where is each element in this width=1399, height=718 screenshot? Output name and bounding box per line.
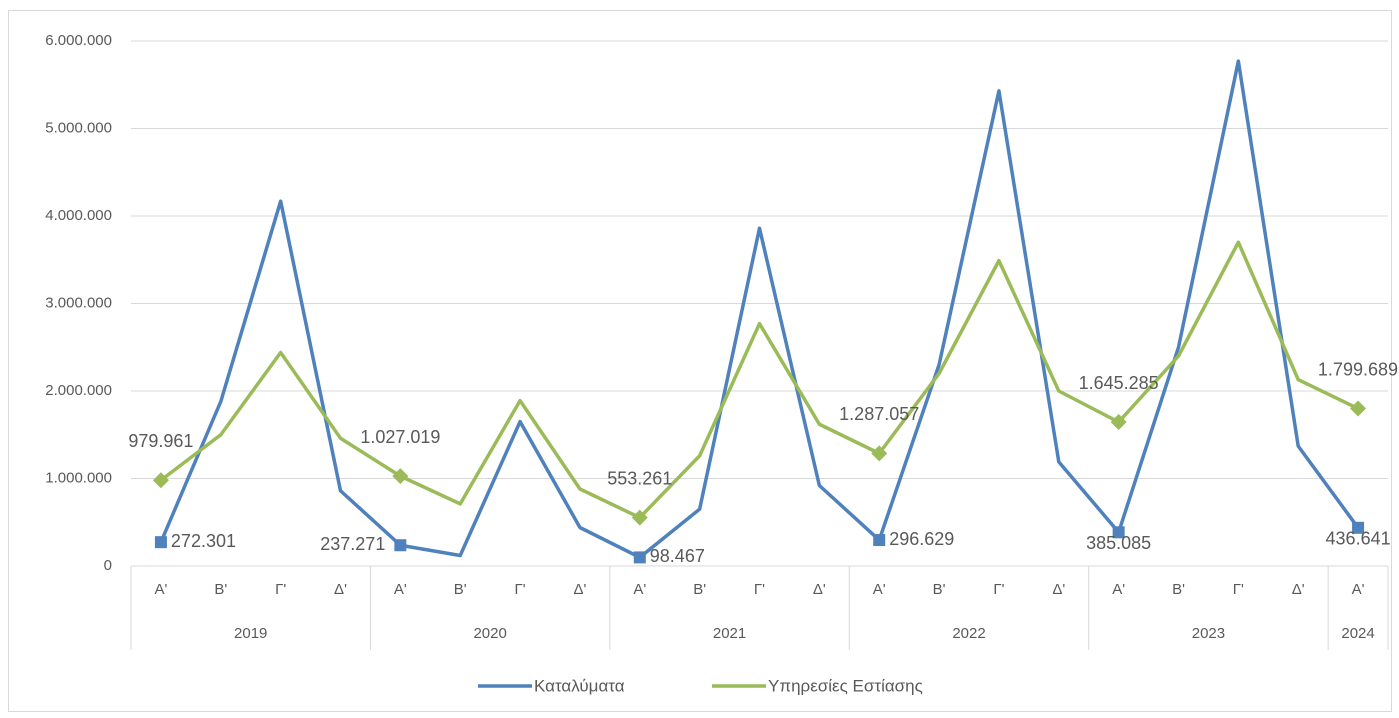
x-tick-label: Γ' (993, 581, 1004, 598)
marker (394, 539, 407, 552)
legend-label: Υπηρεσίες Εστίασης (768, 676, 923, 695)
marker (631, 509, 648, 526)
legend-label: Καταλύματα (534, 676, 625, 695)
marker (1352, 521, 1365, 534)
x-tick-label: Γ' (275, 581, 286, 598)
group-label: 2024 (1341, 625, 1374, 642)
y-tick-label: 4.000.000 (45, 207, 112, 224)
x-tick-label: Δ' (334, 581, 347, 598)
marker (871, 445, 888, 462)
value-label: 237.271 (320, 534, 385, 554)
value-label: 553.261 (607, 468, 672, 488)
x-tick-label: Β' (933, 581, 946, 598)
x-tick-label: Γ' (754, 581, 765, 598)
group-label: 2020 (473, 625, 506, 642)
y-tick-label: 0 (104, 557, 112, 574)
marker (1110, 414, 1127, 431)
x-tick-label: Δ' (813, 581, 826, 598)
x-tick-label: Β' (454, 581, 467, 598)
x-tick-label: Δ' (1052, 581, 1065, 598)
x-tick-label: Α' (1352, 581, 1365, 598)
value-label: 296.629 (889, 529, 954, 549)
y-tick-label: 6.000.000 (45, 32, 112, 49)
value-label: 436.641 (1326, 529, 1391, 549)
y-tick-label: 3.000.000 (45, 294, 112, 311)
value-label: 385.085 (1086, 533, 1151, 553)
group-label: 2019 (234, 625, 267, 642)
x-tick-label: Β' (1172, 581, 1185, 598)
marker (154, 536, 167, 549)
value-label: 1.027.019 (360, 427, 440, 447)
y-tick-label: 1.000.000 (45, 469, 112, 486)
x-tick-label: Α' (1112, 581, 1125, 598)
x-tick-label: Δ' (573, 581, 586, 598)
marker (392, 468, 409, 485)
group-label: 2021 (713, 625, 746, 642)
value-label: 1.287.057 (839, 404, 919, 424)
group-label: 2023 (1192, 625, 1225, 642)
chart-border (8, 10, 1392, 712)
marker (152, 472, 169, 489)
x-tick-label: Α' (633, 581, 646, 598)
x-tick-label: Β' (693, 581, 706, 598)
marker (633, 551, 646, 564)
group-label: 2022 (952, 625, 985, 642)
y-tick-label: 5.000.000 (45, 119, 112, 136)
x-tick-label: Β' (214, 581, 227, 598)
series-line (159, 240, 1359, 520)
marker (1112, 526, 1125, 539)
value-label: 1.645.285 (1079, 373, 1159, 393)
x-tick-label: Α' (394, 581, 407, 598)
x-tick-label: Α' (154, 581, 167, 598)
x-tick-label: Α' (873, 581, 886, 598)
y-tick-label: 2.000.000 (45, 382, 112, 399)
x-tick-label: Γ' (515, 581, 526, 598)
value-label: 979.961 (128, 431, 193, 451)
x-tick-label: Δ' (1292, 581, 1305, 598)
series-line (159, 59, 1360, 560)
marker (873, 534, 886, 547)
value-label: 98.467 (650, 546, 705, 566)
x-tick-label: Γ' (1233, 581, 1244, 598)
value-label: 1.799.689 (1318, 359, 1398, 379)
marker (1350, 400, 1367, 417)
value-label: 272.301 (171, 531, 236, 551)
